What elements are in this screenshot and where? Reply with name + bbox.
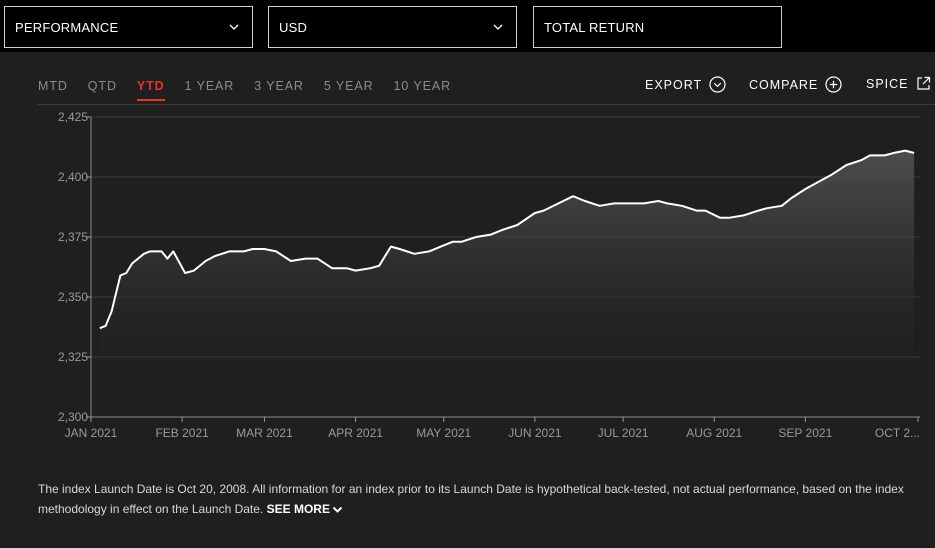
tab-mtd[interactable]: MTD: [38, 79, 68, 93]
performance-dropdown-label: PERFORMANCE: [15, 19, 119, 35]
currency-dropdown-label: USD: [279, 19, 308, 35]
disclaimer-note: The index Launch Date is Oct 20, 2008. A…: [38, 479, 928, 519]
currency-dropdown[interactable]: USD: [268, 6, 517, 48]
tab-3-year[interactable]: 3 YEAR: [254, 79, 304, 93]
y-tick-label: 2,400: [58, 170, 88, 184]
x-tick-label: SEP 2021: [778, 426, 832, 440]
export-button[interactable]: EXPORT: [645, 76, 726, 93]
return-type-dropdown[interactable]: TOTAL RETURN: [533, 6, 782, 48]
x-tick-label: JUN 2021: [508, 426, 562, 440]
tab-1-year[interactable]: 1 YEAR: [184, 79, 235, 93]
export-label: EXPORT: [645, 77, 703, 92]
plus-circle-icon: [825, 76, 842, 93]
tab-5-year[interactable]: 5 YEAR: [323, 79, 374, 93]
compare-button[interactable]: COMPARE: [749, 76, 842, 93]
x-tick-label: AUG 2021: [686, 426, 742, 440]
see-more-label: SEE MORE: [266, 502, 330, 516]
series-line: [99, 149, 915, 330]
y-tick-label: 2,350: [58, 290, 88, 304]
tab-ytd[interactable]: YTD: [136, 79, 165, 101]
x-tick-label: JUL 2021: [598, 426, 649, 440]
period-tabs: MTD QTD YTD 1 YEAR 3 YEAR 5 YEAR 10 YEAR: [38, 79, 471, 101]
spice-label: SPICE: [866, 76, 909, 91]
x-tick-label: MAY 2021: [416, 426, 471, 440]
tabs-divider: [38, 104, 935, 105]
y-tick-label: 2,300: [58, 410, 88, 424]
chevron-down-icon: [332, 506, 343, 513]
chevron-circle-down-icon: [709, 76, 726, 93]
x-tick-label: APR 2021: [328, 426, 383, 440]
external-link-icon: [916, 76, 930, 90]
y-tick-label: 2,425: [58, 110, 88, 124]
chevron-down-icon: [229, 24, 239, 30]
tab-10-year[interactable]: 10 YEAR: [393, 79, 451, 93]
chevron-down-icon: [493, 24, 503, 30]
performance-dropdown[interactable]: PERFORMANCE: [4, 6, 253, 48]
y-tick-label: 2,325: [58, 350, 88, 364]
compare-label: COMPARE: [749, 77, 819, 92]
x-tick-label: JAN 2021: [65, 426, 118, 440]
y-tick-label: 2,375: [58, 230, 88, 244]
disclaimer-text: The index Launch Date is Oct 20, 2008. A…: [38, 482, 904, 516]
x-tick-label: FEB 2021: [155, 426, 209, 440]
series-area: [99, 150, 915, 417]
x-tick-label: MAR 2021: [236, 426, 293, 440]
x-tick-label: OCT 2...: [875, 426, 920, 440]
spice-link[interactable]: SPICE: [866, 76, 931, 91]
see-more-link[interactable]: SEE MORE: [267, 502, 343, 516]
return-type-dropdown-label: TOTAL RETURN: [544, 19, 645, 35]
performance-chart: 2,300 2,325 2,350 2,375 2,400 2,425 JAN 2021 FE…: [58, 110, 920, 440]
tab-qtd[interactable]: QTD: [87, 79, 117, 93]
